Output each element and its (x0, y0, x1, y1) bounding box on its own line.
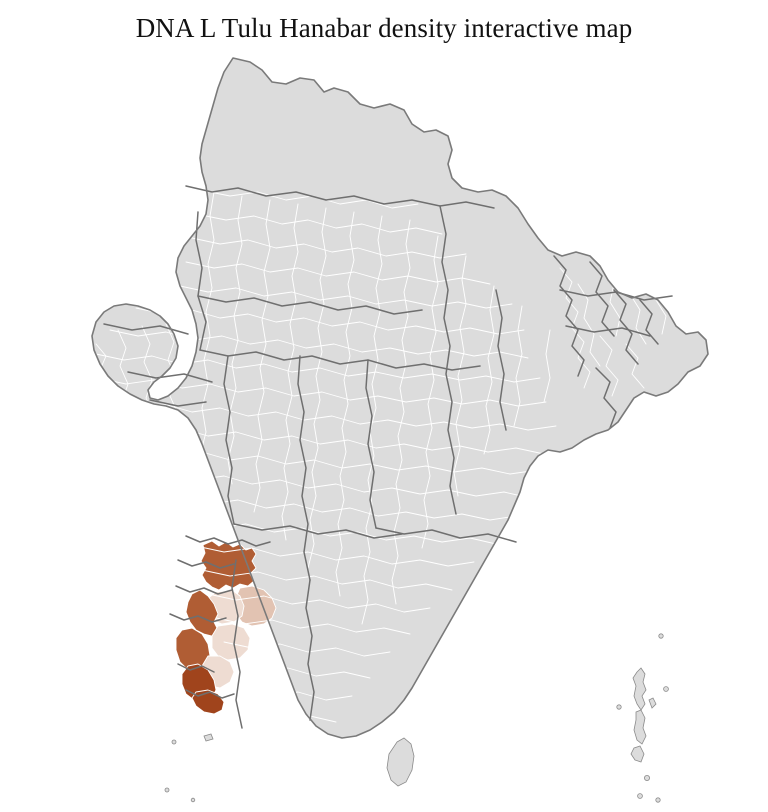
andaman-nicobar-islands (616, 633, 669, 803)
lakshadweep-islands (164, 733, 214, 803)
country-outline (91, 57, 709, 739)
base-landmass (92, 58, 708, 738)
state-boundaries (103, 185, 673, 729)
district-shivamogga[interactable] (211, 623, 251, 661)
sri-lanka-outline (386, 737, 415, 787)
district-boundaries (95, 189, 667, 745)
